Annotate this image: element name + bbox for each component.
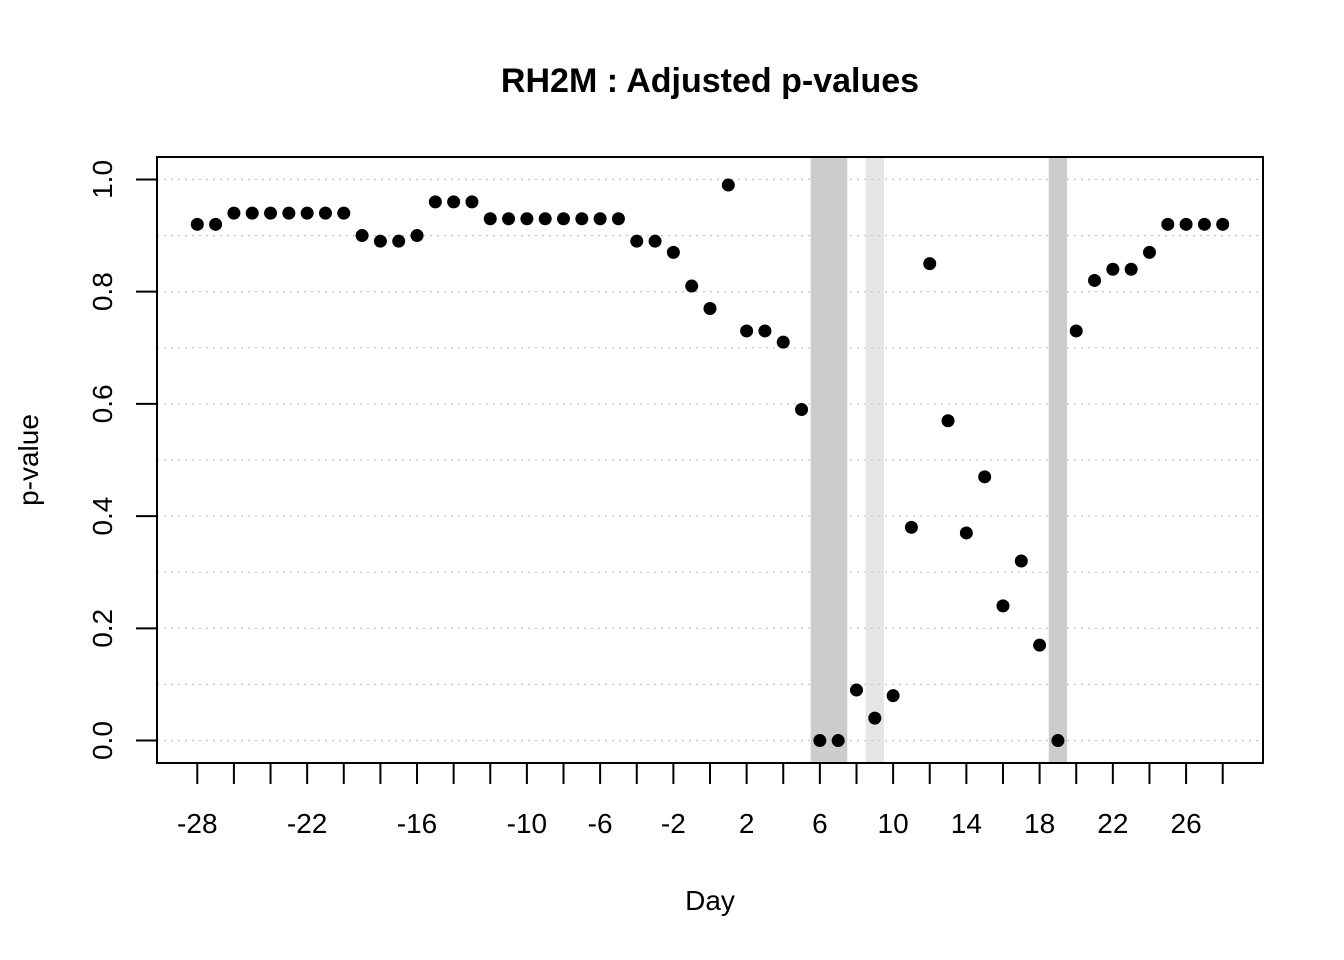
data-point [959,526,973,540]
data-point [1216,217,1230,231]
data-point [392,234,406,248]
highlight-bands [810,157,1068,763]
x-axis: -28 -22 -16 -10 -6 -2 2 6 10 14 18 22 26 [177,763,1224,839]
data-points [190,178,1230,748]
x-tick-label: -2 [661,808,686,839]
data-point [1161,217,1175,231]
chart-title: RH2M : Adjusted p-values [501,62,919,100]
data-point [1069,324,1083,338]
y-axis: 0.0 0.2 0.4 0.6 0.8 1.0 [87,160,157,760]
data-point [923,257,937,271]
data-point [795,403,809,416]
y-tick-label: 0.2 [87,609,118,648]
data-point [904,520,918,534]
data-point [447,195,461,209]
x-axis-label: Day [685,885,735,916]
data-point [1014,554,1028,568]
data-point [611,212,625,226]
y-tick-label: 0.6 [87,384,118,423]
data-point [410,229,424,243]
data-point [1051,734,1065,748]
data-point [575,212,589,226]
x-tick-label: -10 [507,808,547,839]
data-point [849,683,863,697]
data-point [557,212,571,226]
y-axis-label: p-value [13,414,44,506]
data-point [978,470,992,484]
y-tick-label: 0.0 [87,721,118,760]
data-point [1124,262,1138,276]
x-tick-label: -16 [397,808,437,839]
data-point [209,217,223,231]
data-point [1106,262,1120,276]
data-point [813,734,827,748]
data-point [630,234,644,248]
x-tick-label: 18 [1024,808,1055,839]
data-point [245,206,259,220]
data-point [703,302,717,315]
data-point [538,212,552,226]
data-point [886,689,900,703]
data-point [300,206,314,220]
data-point [282,206,296,220]
data-point [685,279,699,293]
data-point [758,324,772,338]
highlight-band-1 [865,157,884,763]
x-tick-label: 22 [1097,808,1128,839]
data-point [190,217,204,231]
data-point [520,212,534,226]
data-point [1088,273,1102,287]
x-tick-label: 26 [1171,808,1202,839]
data-point [721,178,735,192]
data-point [1197,217,1211,231]
data-point [355,229,369,243]
data-point [318,206,332,220]
y-tick-label: 0.4 [87,497,118,536]
data-point [373,234,387,248]
data-point [264,206,278,220]
data-point [337,206,351,220]
data-point [740,324,754,338]
data-point [648,234,662,248]
data-point [593,212,607,226]
data-point [428,195,442,209]
gridlines [157,178,1263,742]
x-tick-label: 14 [951,808,982,839]
x-tick-label: 2 [739,808,755,839]
data-point [502,212,516,226]
data-point [776,335,790,349]
data-point [831,734,845,748]
x-tick-label: -22 [287,808,327,839]
data-point [227,206,241,220]
data-point [941,414,955,428]
data-point [666,245,680,259]
highlight-band-2 [1048,157,1068,763]
data-point [868,711,882,725]
y-tick-label: 0.8 [87,272,118,311]
data-point [1142,245,1156,259]
data-point [465,195,479,209]
data-point [1033,638,1047,652]
y-tick-label: 1.0 [87,160,118,199]
x-tick-label: 6 [812,808,828,839]
data-point [1179,217,1193,231]
data-point [996,599,1010,613]
x-tick-label: -6 [588,808,613,839]
data-point [483,212,497,226]
x-tick-label: 10 [878,808,909,839]
x-tick-label: -28 [177,808,217,839]
